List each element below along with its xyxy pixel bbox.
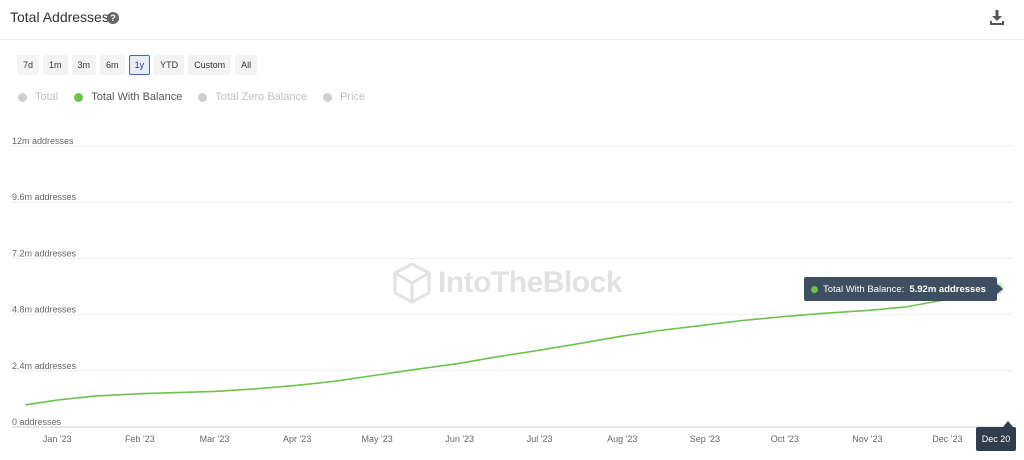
watermark: IntoTheBlock bbox=[392, 262, 623, 304]
x-tick-label: Jan '23 bbox=[43, 434, 72, 444]
grid-lines bbox=[12, 145, 1012, 428]
y-tick-label: 4.8m addresses bbox=[12, 305, 77, 315]
legend-item-total-with-balance[interactable]: Total With Balance bbox=[74, 91, 182, 103]
x-tick-label: Jun '23 bbox=[445, 434, 474, 444]
y-tick-label: 2.4m addresses bbox=[12, 361, 77, 371]
tooltip-arrow bbox=[997, 284, 1003, 294]
x-axis-ticks: Jan '23 Feb '23 Mar '23 Apr '23 May '23 Jun '… bbox=[43, 434, 963, 444]
legend-dot-icon bbox=[323, 92, 333, 102]
series-dot-icon bbox=[811, 285, 818, 293]
legend-label: Total Zero Balance bbox=[215, 91, 308, 103]
x-tick-label: Nov '23 bbox=[852, 434, 882, 444]
page-title: Total Addresses bbox=[10, 9, 109, 25]
legend-dot-icon bbox=[198, 92, 208, 102]
legend-dot-icon bbox=[74, 92, 84, 102]
date-flag-arrow bbox=[1003, 421, 1013, 427]
x-tick-label: Aug '23 bbox=[607, 434, 637, 444]
legend-label: Total With Balance bbox=[91, 91, 183, 103]
legend-item-total[interactable]: Total bbox=[18, 91, 58, 103]
legend-item-total-zero-balance[interactable]: Total Zero Balance bbox=[198, 91, 307, 103]
tooltip-value: 5.92m addresses bbox=[909, 283, 986, 295]
range-button-1y[interactable]: 1y bbox=[128, 55, 151, 75]
range-button-custom[interactable]: Custom bbox=[188, 55, 232, 75]
range-button-6m[interactable]: 6m bbox=[100, 55, 125, 75]
legend-label: Total bbox=[35, 91, 59, 103]
y-axis-ticks: 0 addresses 2.4m addresses 4.8m addresses 7… bbox=[12, 136, 77, 427]
x-tick-label: Feb '23 bbox=[125, 434, 155, 444]
chart-tooltip: Total With Balance: 5.92m addresses bbox=[804, 277, 997, 301]
legend-dot-icon bbox=[18, 92, 27, 102]
cube-logo-icon bbox=[393, 262, 431, 304]
legend-item-price[interactable]: Price bbox=[323, 91, 365, 103]
download-icon[interactable] bbox=[988, 8, 1006, 26]
x-tick-label: May '23 bbox=[361, 434, 392, 444]
series-line-total-with-balance bbox=[25, 287, 999, 406]
x-tick-label: Sep '23 bbox=[690, 434, 720, 444]
range-button-7d[interactable]: 7d bbox=[17, 55, 40, 75]
range-button-3m[interactable]: 3m bbox=[71, 55, 97, 75]
help-circle-icon[interactable]: ? bbox=[107, 12, 119, 24]
chart-header: Total Addresses ? bbox=[0, 0, 1024, 40]
x-tick-label: Jul '23 bbox=[527, 434, 553, 444]
x-tick-label: Dec '23 bbox=[932, 434, 962, 444]
legend-label: Price bbox=[340, 91, 366, 103]
x-tick-label: Apr '23 bbox=[283, 434, 311, 444]
watermark-text: IntoTheBlock bbox=[438, 266, 623, 299]
x-tick-label: Mar '23 bbox=[200, 434, 230, 444]
y-tick-label: 9.6m addresses bbox=[12, 192, 77, 202]
y-tick-label: 7.2m addresses bbox=[12, 248, 77, 258]
range-button-1m[interactable]: 1m bbox=[43, 55, 68, 75]
time-range-selector: 7d 1m 3m 6m 1y YTD Custom All bbox=[17, 55, 258, 75]
x-tick-label: Oct '23 bbox=[771, 434, 799, 444]
chart-legend: Total Total With Balance Total Zero Bala… bbox=[18, 91, 365, 103]
crosshair-date-label: Dec 20 bbox=[976, 427, 1016, 451]
y-tick-label: 12m addresses bbox=[12, 136, 74, 146]
y-tick-label: 0 addresses bbox=[12, 417, 62, 427]
range-button-ytd[interactable]: YTD bbox=[154, 55, 185, 75]
range-button-all[interactable]: All bbox=[235, 55, 258, 75]
tooltip-label: Total With Balance: bbox=[823, 283, 905, 295]
